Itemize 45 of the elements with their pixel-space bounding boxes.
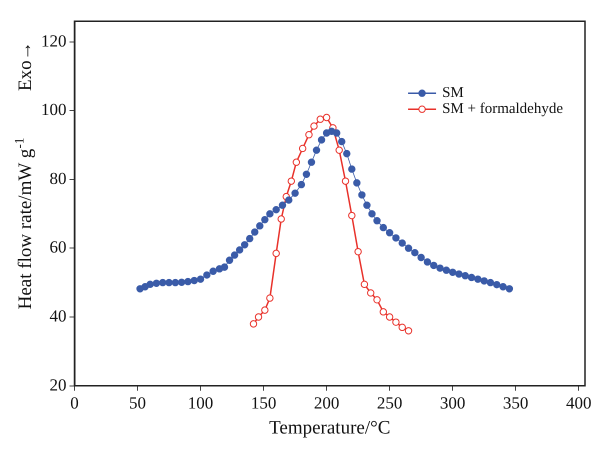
point bbox=[292, 158, 300, 166]
y-tick-label: 20 bbox=[50, 375, 66, 394]
point bbox=[288, 177, 296, 185]
point bbox=[305, 131, 313, 138]
point bbox=[250, 320, 258, 328]
x-tick-label: 200 bbox=[314, 393, 340, 412]
y-tick-label: 80 bbox=[50, 168, 66, 188]
legend-label: SM + formaldehyde bbox=[442, 101, 564, 118]
y-tick-label: 100 bbox=[41, 100, 66, 120]
point bbox=[398, 324, 406, 332]
x-tick-label: 300 bbox=[440, 393, 466, 412]
x-tick-label: 0 bbox=[70, 393, 79, 412]
point bbox=[392, 318, 400, 326]
point bbox=[373, 296, 381, 304]
y-tick-label: 120 bbox=[41, 31, 66, 50]
point bbox=[261, 306, 269, 314]
text: Exo→ bbox=[14, 41, 36, 92]
legend-label: SM bbox=[442, 85, 464, 102]
x-axis-title: Temperature/°C bbox=[269, 418, 390, 439]
point bbox=[342, 177, 350, 185]
point bbox=[266, 294, 274, 302]
point bbox=[310, 122, 318, 130]
point bbox=[354, 248, 362, 256]
x-tick-label: 100 bbox=[188, 393, 214, 412]
point bbox=[272, 250, 280, 258]
point bbox=[380, 308, 388, 316]
point bbox=[360, 280, 368, 288]
x-tick-label: 400 bbox=[566, 393, 592, 412]
y-tick-label: 40 bbox=[50, 306, 66, 326]
y-tick-label: 60 bbox=[50, 238, 66, 257]
point bbox=[298, 144, 306, 152]
point bbox=[386, 313, 394, 321]
point bbox=[322, 114, 330, 122]
point bbox=[336, 146, 343, 154]
x-tick-label: 250 bbox=[376, 393, 402, 412]
x-tick-label: 350 bbox=[502, 393, 528, 412]
point bbox=[254, 313, 262, 321]
point bbox=[348, 212, 356, 220]
y-axis-title: Heat flow rate/mW g-1 bbox=[11, 138, 36, 310]
x-tick-label: 50 bbox=[129, 393, 146, 412]
point bbox=[316, 116, 324, 123]
point bbox=[367, 289, 374, 297]
point bbox=[404, 327, 412, 334]
x-tick-label: 150 bbox=[250, 393, 276, 412]
point bbox=[278, 215, 285, 223]
